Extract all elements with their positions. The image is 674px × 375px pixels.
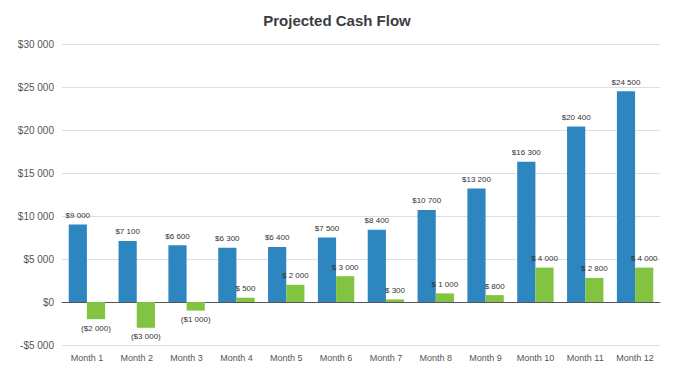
svg-text:$15 000: $15 000 xyxy=(18,168,55,179)
svg-text:$30 000: $30 000 xyxy=(18,39,55,50)
svg-text:($2 000): ($2 000) xyxy=(81,324,111,333)
svg-text:$20 400: $20 400 xyxy=(562,113,591,122)
svg-text:Month 7: Month 7 xyxy=(370,353,403,363)
svg-text:$ 2 000: $ 2 000 xyxy=(282,271,309,280)
svg-text:-$5 000: -$5 000 xyxy=(20,340,54,351)
svg-text:$24 500: $24 500 xyxy=(612,78,641,87)
svg-text:$9 000: $9 000 xyxy=(66,211,91,220)
svg-text:Month 5: Month 5 xyxy=(270,353,303,363)
svg-text:$8 400: $8 400 xyxy=(365,216,390,225)
svg-text:Month 2: Month 2 xyxy=(120,353,153,363)
svg-text:$ 1 000: $ 1 000 xyxy=(431,280,458,289)
svg-text:Month 3: Month 3 xyxy=(170,353,203,363)
svg-text:$6 300: $6 300 xyxy=(215,234,240,243)
svg-text:Month 1: Month 1 xyxy=(71,353,104,363)
svg-text:($1 000): ($1 000) xyxy=(181,315,211,324)
svg-text:$6 400: $6 400 xyxy=(265,233,290,242)
svg-text:Month 11: Month 11 xyxy=(567,353,604,363)
svg-text:Month 12: Month 12 xyxy=(616,353,654,363)
svg-text:$7 500: $7 500 xyxy=(315,224,340,233)
svg-text:Month 4: Month 4 xyxy=(220,353,253,363)
svg-text:$16 300: $16 300 xyxy=(512,148,541,157)
svg-text:Month 8: Month 8 xyxy=(419,353,452,363)
svg-text:$ 500: $ 500 xyxy=(235,284,256,293)
svg-text:$6 600: $6 600 xyxy=(165,232,190,241)
svg-text:$7 100: $7 100 xyxy=(115,227,140,236)
svg-text:$25 000: $25 000 xyxy=(18,82,55,93)
svg-text:$20 000: $20 000 xyxy=(18,125,55,136)
svg-text:$ 4 000: $ 4 000 xyxy=(631,254,658,263)
svg-text:$10 000: $10 000 xyxy=(18,211,55,222)
svg-text:$ 2 800: $ 2 800 xyxy=(581,264,608,273)
svg-text:$ 800: $ 800 xyxy=(485,282,506,291)
svg-text:$10 700: $10 700 xyxy=(412,196,441,205)
svg-text:Month 9: Month 9 xyxy=(469,353,502,363)
svg-text:($3 000): ($3 000) xyxy=(131,332,161,341)
svg-text:Month 6: Month 6 xyxy=(320,353,353,363)
svg-text:Projected Cash Flow: Projected Cash Flow xyxy=(263,12,411,29)
svg-text:$5 000: $5 000 xyxy=(23,254,54,265)
svg-text:$0: $0 xyxy=(43,297,55,308)
svg-text:Month 10: Month 10 xyxy=(517,353,555,363)
svg-text:$ 3 000: $ 3 000 xyxy=(332,263,359,272)
svg-text:$ 4 000: $ 4 000 xyxy=(531,254,558,263)
svg-text:$13 200: $13 200 xyxy=(462,175,491,184)
svg-text:$ 300: $ 300 xyxy=(385,286,406,295)
